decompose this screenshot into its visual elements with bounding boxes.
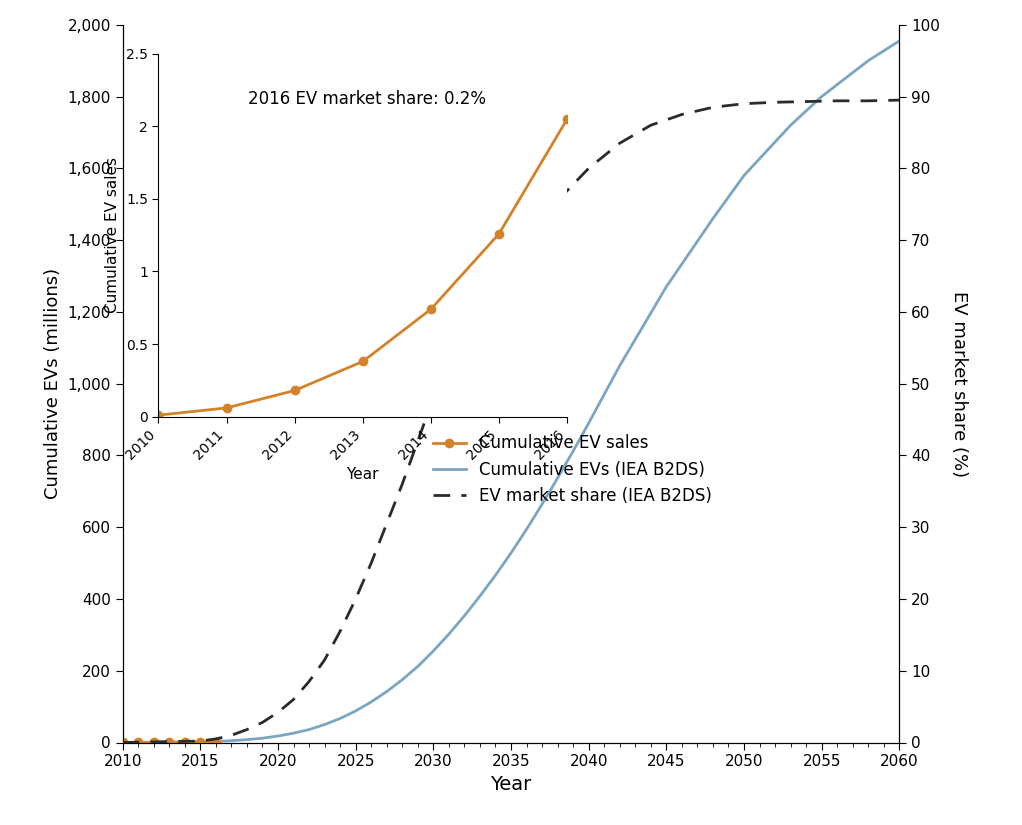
Cumulative EVs (IEA B2DS) (287, 728, 299, 738)
Cumulative EVs (IEA B2DS) (117, 738, 129, 747)
Cumulative EVs (IEA B2DS) (707, 214, 719, 224)
Cumulative EVs (IEA B2DS) (303, 724, 315, 734)
Y-axis label: Cumulative EVs (millions): Cumulative EVs (millions) (44, 268, 61, 499)
EV market share (IEA B2DS) (210, 734, 222, 744)
Y-axis label: EV market share (%): EV market share (%) (949, 290, 968, 477)
EV market share (IEA B2DS) (552, 196, 564, 205)
EV market share (IEA B2DS) (194, 736, 206, 746)
EV market share (IEA B2DS) (365, 558, 377, 568)
Cumulative EV sales (117, 738, 129, 747)
EV market share (IEA B2DS) (287, 695, 299, 705)
Cumulative EVs (IEA B2DS) (412, 662, 424, 672)
Cumulative EVs (IEA B2DS) (365, 697, 377, 707)
EV market share (IEA B2DS) (458, 328, 470, 338)
Cumulative EVs (IEA B2DS) (552, 473, 564, 483)
Cumulative EV sales (132, 738, 144, 747)
EV market share (IEA B2DS) (303, 676, 315, 686)
EV market share (IEA B2DS) (613, 139, 625, 148)
EV market share (IEA B2DS) (350, 594, 362, 604)
Cumulative EVs (IEA B2DS) (505, 548, 517, 558)
Line: Cumulative EV sales: Cumulative EV sales (119, 738, 220, 747)
EV market share (IEA B2DS) (225, 730, 237, 740)
Cumulative EVs (IEA B2DS) (427, 646, 439, 656)
EV market share (IEA B2DS) (257, 718, 269, 728)
X-axis label: Year: Year (346, 468, 379, 483)
Cumulative EVs (IEA B2DS) (583, 418, 595, 428)
Cumulative EVs (IEA B2DS) (319, 719, 331, 729)
EV market share (IEA B2DS) (676, 110, 688, 120)
Cumulative EVs (IEA B2DS) (194, 737, 206, 747)
Cumulative EVs (IEA B2DS) (241, 735, 253, 745)
EV market share (IEA B2DS) (380, 519, 392, 529)
Cumulative EVs (IEA B2DS) (863, 56, 875, 66)
Cumulative EVs (IEA B2DS) (785, 120, 797, 130)
EV market share (IEA B2DS) (412, 436, 424, 446)
EV market share (IEA B2DS) (893, 95, 905, 105)
Cumulative EVs (IEA B2DS) (334, 714, 346, 724)
Cumulative EV sales (164, 738, 176, 747)
EV market share (IEA B2DS) (769, 97, 781, 107)
Line: Cumulative EVs (IEA B2DS): Cumulative EVs (IEA B2DS) (123, 41, 899, 742)
Cumulative EVs (IEA B2DS) (397, 675, 409, 685)
Cumulative EVs (IEA B2DS) (225, 736, 237, 746)
Cumulative EVs (IEA B2DS) (816, 92, 828, 101)
EV market share (IEA B2DS) (241, 724, 253, 734)
EV market share (IEA B2DS) (831, 96, 843, 106)
EV market share (IEA B2DS) (117, 738, 129, 747)
Cumulative EVs (IEA B2DS) (458, 610, 470, 620)
EV market share (IEA B2DS) (738, 99, 750, 109)
Text: 2016 EV market share: 0.2%: 2016 EV market share: 0.2% (248, 90, 486, 108)
EV market share (IEA B2DS) (427, 393, 439, 403)
Cumulative EVs (IEA B2DS) (660, 282, 672, 292)
X-axis label: Year: Year (491, 775, 531, 794)
EV market share (IEA B2DS) (319, 655, 331, 665)
Cumulative EV sales (179, 738, 191, 747)
EV market share (IEA B2DS) (707, 102, 719, 112)
EV market share (IEA B2DS) (800, 97, 812, 106)
EV market share (IEA B2DS) (334, 626, 346, 636)
EV market share (IEA B2DS) (863, 96, 875, 106)
Cumulative EV sales (194, 737, 206, 747)
EV market share (IEA B2DS) (645, 120, 657, 130)
Cumulative EVs (IEA B2DS) (257, 733, 269, 743)
Cumulative EVs (IEA B2DS) (520, 525, 532, 535)
Cumulative EV sales (210, 737, 222, 747)
Y-axis label: Cumulative EV sales: Cumulative EV sales (105, 157, 121, 314)
Legend: Cumulative EV sales, Cumulative EVs (IEA B2DS), EV market share (IEA B2DS): Cumulative EV sales, Cumulative EVs (IEA… (426, 427, 719, 512)
EV market share (IEA B2DS) (272, 707, 284, 717)
EV market share (IEA B2DS) (397, 479, 409, 489)
Cumulative EVs (IEA B2DS) (613, 361, 625, 370)
Cumulative EVs (IEA B2DS) (490, 570, 502, 580)
Cumulative EVs (IEA B2DS) (474, 592, 486, 601)
Cumulative EVs (IEA B2DS) (272, 731, 284, 741)
Cumulative EV sales (147, 738, 159, 747)
Cumulative EVs (IEA B2DS) (536, 499, 548, 509)
Cumulative EVs (IEA B2DS) (738, 171, 750, 181)
Cumulative EVs (IEA B2DS) (350, 706, 362, 716)
EV market share (IEA B2DS) (583, 163, 595, 173)
Cumulative EVs (IEA B2DS) (443, 629, 455, 639)
EV market share (IEA B2DS) (520, 235, 532, 245)
Cumulative EVs (IEA B2DS) (380, 686, 392, 696)
EV market share (IEA B2DS) (490, 278, 502, 288)
Cumulative EVs (IEA B2DS) (210, 737, 222, 747)
Cumulative EVs (IEA B2DS) (893, 36, 905, 46)
Line: EV market share (IEA B2DS): EV market share (IEA B2DS) (123, 100, 899, 743)
Cumulative EVs (IEA B2DS) (567, 446, 579, 456)
